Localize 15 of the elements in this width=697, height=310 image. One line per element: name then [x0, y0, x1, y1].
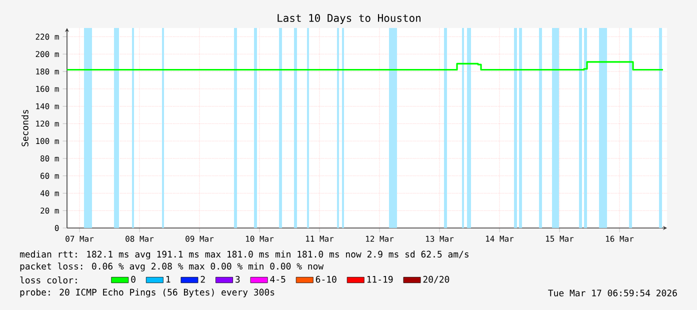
legend-title: loss color:	[20, 276, 77, 284]
text: packet loss: 0.06 % avg 2.08 % max 0.00 % min 0.00 % now	[20, 262, 324, 272]
text: probe: 20 ICMP Echo Pings (56 Bytes) every 300s	[20, 288, 274, 298]
legend-label: 0	[131, 276, 136, 283]
text: Tue Mar 17 06:59:54 2026	[548, 290, 677, 296]
text: median rtt: 182.1 ms avg 191.1 ms max 181.0 ms min 181.0 ms now 2.9 ms sd 62.5 am/s	[20, 250, 468, 260]
chart-title: Last 10 Days to Houston	[278, 14, 420, 24]
legend-label: 4-5	[270, 276, 286, 283]
legend-label: 20/20	[423, 276, 450, 284]
legend-label: 2	[200, 276, 205, 283]
legend-label: 6-10	[316, 276, 336, 283]
legend-label: 11-19	[367, 276, 393, 283]
legend-label: 3	[236, 276, 240, 283]
y-axis-title: Seconds	[21, 110, 28, 146]
legend-label: 1	[166, 276, 170, 283]
